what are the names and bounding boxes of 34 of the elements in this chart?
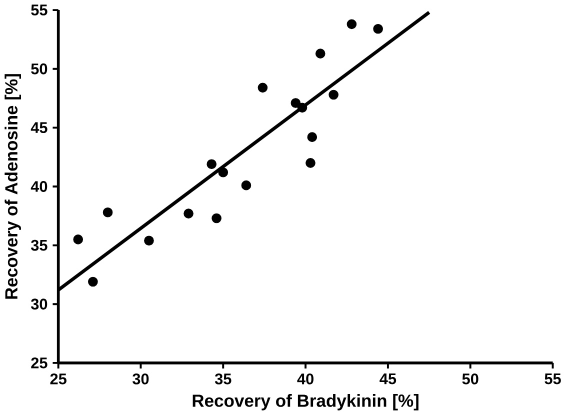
point — [290, 98, 301, 108]
x-tick-label: 30 — [132, 373, 149, 384]
point — [307, 132, 318, 142]
y-tick-label: 45 — [30, 122, 48, 134]
point — [315, 48, 326, 58]
point — [346, 19, 357, 30]
point — [184, 208, 194, 218]
point — [212, 213, 222, 224]
point — [328, 90, 338, 100]
x-tick-label: 45 — [380, 373, 396, 384]
x-tick-label: 50 — [462, 373, 478, 384]
point — [218, 167, 228, 178]
point — [241, 180, 252, 190]
point — [73, 234, 84, 244]
y-axis-title: Recovery of Adenosine [%] — [4, 74, 21, 299]
point — [373, 24, 383, 34]
point — [258, 82, 268, 93]
point — [306, 158, 316, 168]
point — [297, 102, 308, 113]
x-tick-label: 40 — [297, 373, 314, 384]
y-tick-label: 25 — [31, 357, 48, 368]
x-tick-label: 35 — [214, 373, 232, 384]
y-tick-label: 35 — [30, 240, 48, 251]
y-tick-label: 55 — [31, 4, 48, 16]
x-tick-label: 25 — [50, 373, 66, 384]
point — [88, 276, 98, 287]
point — [102, 207, 113, 218]
point — [144, 236, 154, 246]
y-tick-label: 40 — [30, 181, 48, 192]
y-tick-label: 30 — [30, 298, 48, 310]
y-tick-label: 50 — [31, 63, 48, 74]
x-tick-label: 55 — [544, 373, 561, 384]
point — [206, 159, 217, 170]
x-axis-title: Recovery of Bradykinin [%] — [192, 394, 418, 410]
